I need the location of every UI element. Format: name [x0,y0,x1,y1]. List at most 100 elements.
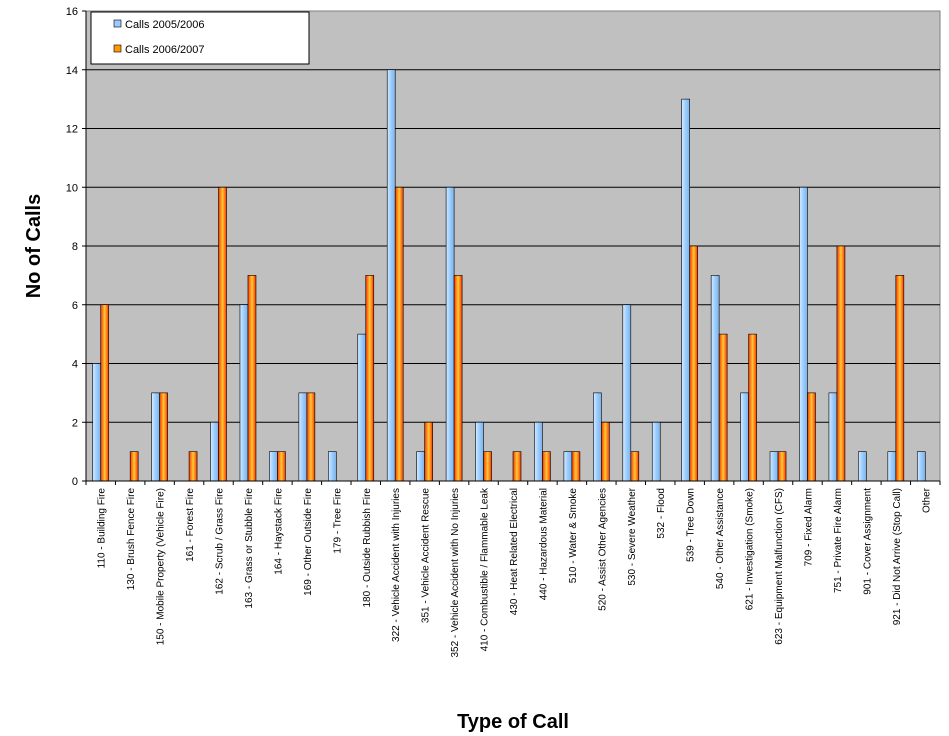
y-tick-label: 6 [72,300,78,312]
bar-2005-2006 [740,392,749,482]
bar-2006-2007 [306,392,316,482]
bar-2006-2007 [483,451,492,482]
x-category-label: 130 - Brush Fence Fire [126,488,137,591]
x-category-label: 322 - Vehicle Accident with Injuries [391,488,402,642]
bar-2005-2006 [651,421,661,482]
bar-2005-2006 [210,421,219,482]
bar-2006-2007 [129,451,139,482]
bar-2005-2006 [769,451,779,482]
x-category-label: 623 - Equipment Malfunction (CFS) [774,488,785,645]
legend-label-2006-2007: Calls 2006/2007 [125,44,205,56]
bar-2005-2006 [151,392,160,482]
bar-2006-2007 [100,304,110,482]
x-category-label: 921 - Did Not Arrive (Stop Call) [892,488,903,625]
bars [92,69,926,482]
bar-2006-2007 [277,451,286,482]
bar-2005-2006 [593,392,602,482]
x-category-label: 901 - Cover Assignment [862,488,873,595]
bar-2005-2006 [475,421,484,482]
bar-2006-2007 [718,333,728,482]
bar-2005-2006 [386,69,396,482]
x-category-label: 709 - Fixed Alarm [803,488,814,566]
x-category-label: 532 - Flood [656,488,667,539]
x-category-label: 179 - Tree Fire [332,488,343,554]
x-category-label: 540 - Other Assistance [715,488,726,590]
y-tick-label: 8 [72,241,78,253]
bar-2006-2007 [542,451,551,482]
x-category-label: 539 - Tree Down [686,488,697,562]
gridlines [86,69,940,423]
bar-2006-2007 [601,421,610,482]
y-tick-label: 14 [66,65,78,77]
bar-2006-2007 [394,186,404,482]
bar-2005-2006 [858,451,867,482]
x-category-label: Other [921,487,932,513]
y-tick-label: 16 [66,6,78,18]
x-category-label: 410 - Combustible / Flammable Leak [480,487,491,651]
bar-2006-2007 [218,186,227,482]
bar-2005-2006 [416,451,425,482]
x-axis: 110 - Building Fire 130 - Brush Fence Fir… [85,480,941,658]
x-category-label: 162 - Scrub / Grass Fire [215,488,226,595]
bar-2006-2007 [895,275,905,482]
x-category-label: 352 - Vehicle Accident with No Injuries [450,488,461,658]
x-category-label: 180 - Outside Rubbish Fire [362,488,373,608]
bar-2006-2007 [571,451,581,482]
bar-2005-2006 [828,392,838,482]
y-tick-label: 2 [72,417,78,429]
bar-2005-2006 [681,98,690,482]
bar-2006-2007 [247,275,257,482]
x-category-label: 164 - Haystack Fire [273,488,284,575]
bar-2005-2006 [916,451,926,482]
x-category-label: 520 - Assist Other Agencies [597,488,608,611]
x-category-label: 351 - Vehicle Accident Rescue [421,488,432,624]
x-category-label: 163 - Grass or Stubble Fire [244,488,255,609]
y-axis: 0 2 4 6 8 10 12 14 16 [66,6,87,488]
bar-2005-2006 [92,363,102,482]
bar-2005-2006 [710,275,720,482]
bar-2006-2007 [630,451,640,482]
x-category-label: 169 - Other Outside Fire [303,488,314,596]
x-category-label: 530 - Severe Weather [627,487,638,585]
bar-2006-2007 [836,245,846,482]
bar-2006-2007 [424,421,433,482]
x-category-label: 751 - Private Fire Alarm [833,488,844,593]
x-axis-title: Type of Call [457,711,569,733]
x-category-label: 430 - Heat Related Electrical [509,488,520,615]
bar-2006-2007 [365,275,375,482]
x-category-label: 510 - Water & Smoke [568,488,579,584]
legend: Calls 2005/2006 Calls 2006/2007 [90,11,310,65]
bar-2005-2006 [239,304,249,482]
x-category-label: 150 - Mobile Property (Vehicle Fire) [156,488,167,645]
bar-2005-2006 [298,392,308,482]
x-category-label: 110 - Building Fire [97,488,108,569]
x-category-label: 621 - Investigation (Smoke) [745,488,756,610]
legend-box [90,11,310,65]
bar-2005-2006 [328,451,337,482]
bar-2006-2007 [748,333,757,482]
bar-2006-2007 [689,245,698,482]
bar-2006-2007 [188,451,198,482]
y-tick-label: 12 [66,124,78,136]
y-axis-title: No of Calls [23,194,45,298]
bar-2005-2006 [563,451,573,482]
bar-2006-2007 [453,275,463,482]
bar-2005-2006 [357,333,367,482]
x-category-label: 440 - Hazardous Material [538,488,549,600]
y-tick-label: 10 [66,182,78,194]
bar-2006-2007 [512,451,522,482]
bar-2006-2007 [159,392,168,482]
bar-2006-2007 [777,451,787,482]
legend-swatch-2006-2007 [113,44,122,53]
y-tick-label: 0 [72,476,78,488]
bar-2005-2006 [269,451,278,482]
bar-2005-2006 [534,421,543,482]
bar-2005-2006 [622,304,632,482]
bar-2005-2006 [799,186,808,482]
y-tick-label: 4 [72,359,78,371]
legend-swatch-2005-2006 [113,19,122,28]
bar-2006-2007 [807,392,816,482]
bar-2005-2006 [445,186,455,482]
bar-2005-2006 [887,451,897,482]
